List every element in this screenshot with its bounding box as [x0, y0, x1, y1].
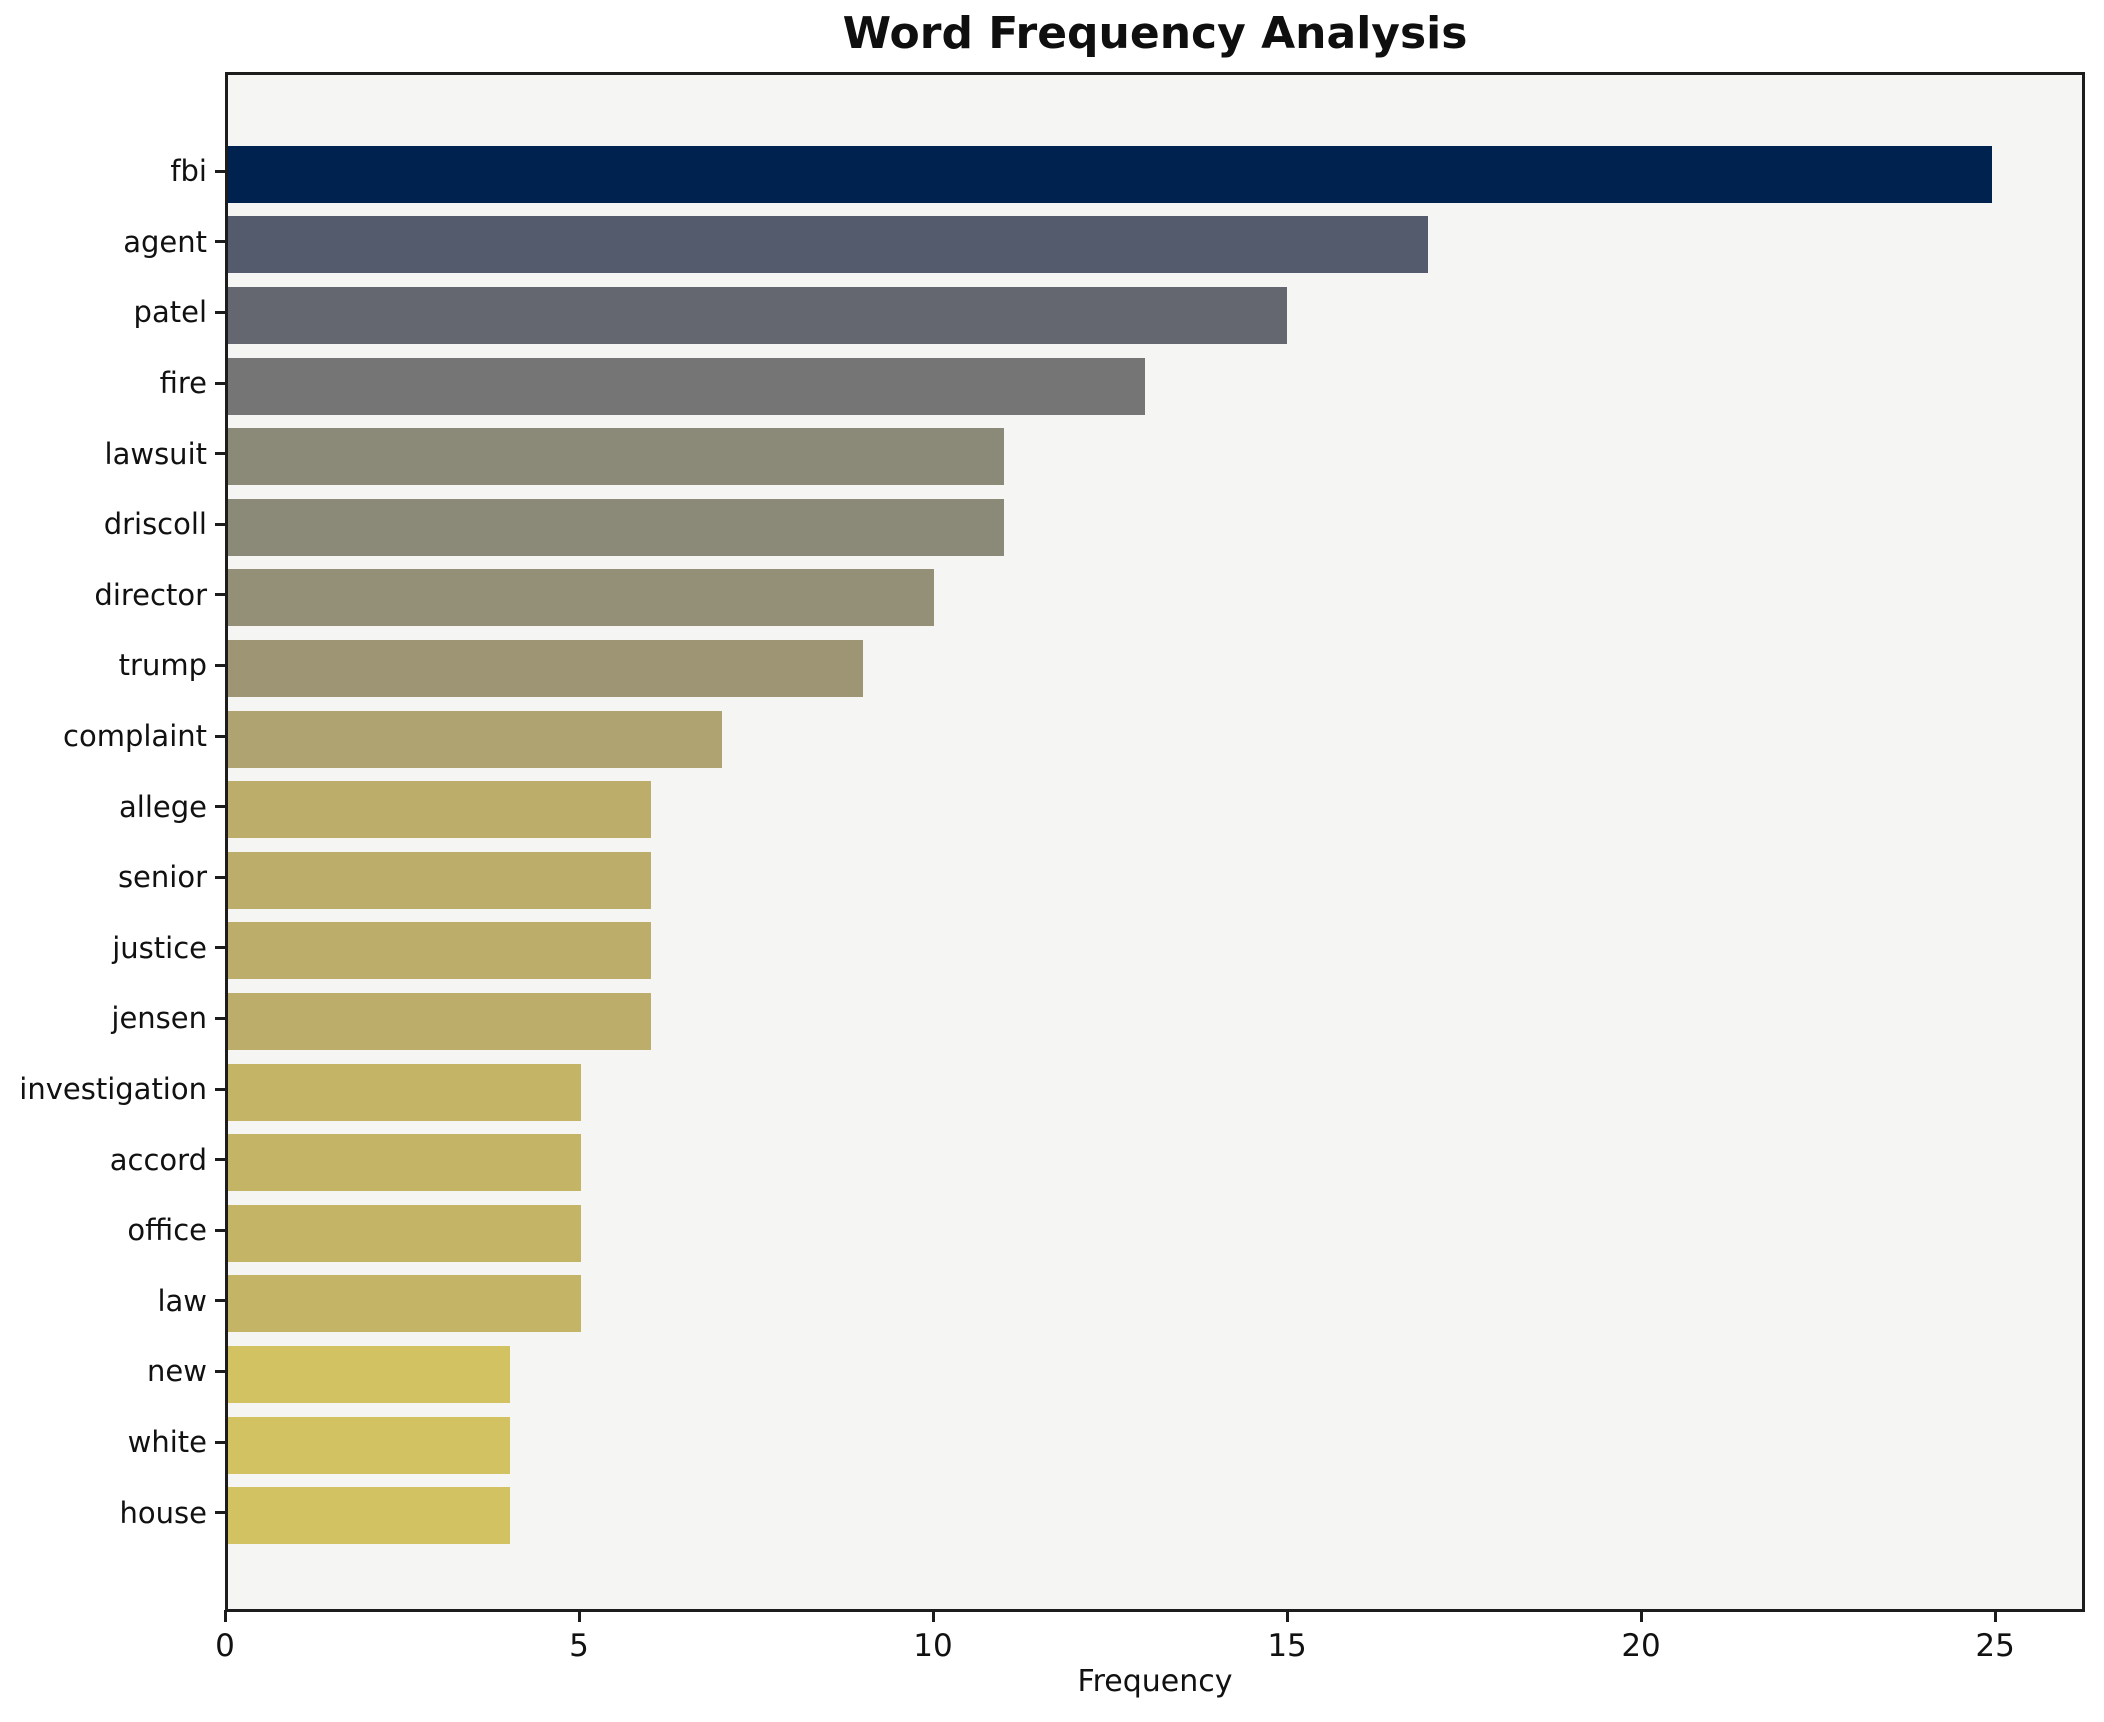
- xtick-mark-15: [1285, 1610, 1289, 1622]
- bar-trump: [228, 640, 864, 697]
- bar-complaint: [228, 710, 723, 768]
- ytick-mark-house: [215, 1511, 225, 1515]
- ytick-label-lawsuit: lawsuit: [104, 436, 207, 471]
- xtick-label-5: 5: [569, 1628, 589, 1664]
- xtick-mark-5: [577, 1610, 581, 1622]
- bar-director: [228, 569, 934, 627]
- bar-law: [228, 1275, 581, 1333]
- bar-new: [228, 1346, 511, 1403]
- xtick-label-25: 25: [1975, 1628, 2015, 1664]
- bar-fbi: [228, 145, 1993, 203]
- ytick-mark-lawsuit: [215, 452, 225, 456]
- bar-investigation: [228, 1063, 581, 1121]
- bar-office: [228, 1204, 581, 1262]
- ytick-label-law: law: [157, 1283, 207, 1318]
- ytick-label-agent: agent: [123, 224, 207, 259]
- bar-accord: [228, 1134, 581, 1192]
- bars-layer: [228, 75, 2082, 1609]
- ytick-label-allege: allege: [119, 789, 207, 824]
- plot-area: [225, 72, 2085, 1612]
- xtick-mark-20: [1639, 1610, 1643, 1622]
- bar-jensen: [228, 993, 652, 1050]
- ytick-label-office: office: [127, 1213, 207, 1248]
- bar-allege: [228, 781, 652, 839]
- ytick-mark-fire: [215, 381, 225, 385]
- ytick-label-driscoll: driscoll: [103, 507, 207, 542]
- xtick-mark-10: [931, 1610, 935, 1622]
- ytick-label-jensen: jensen: [111, 1001, 207, 1036]
- ytick-label-investigation: investigation: [19, 1072, 207, 1107]
- ytick-label-house: house: [119, 1495, 207, 1530]
- ytick-label-senior: senior: [117, 860, 207, 895]
- ytick-label-trump: trump: [118, 648, 207, 683]
- ytick-label-fire: fire: [159, 366, 207, 401]
- ytick-label-accord: accord: [109, 1142, 207, 1177]
- y-axis-tick-labels: fbi agent patel fire lawsuit driscoll director…: [0, 72, 207, 1612]
- chart-title: Word Frequency Analysis: [842, 8, 1468, 59]
- bar-patel: [228, 287, 1287, 344]
- ytick-mark-senior: [215, 875, 225, 879]
- bar-driscoll: [228, 498, 1005, 556]
- bar-justice: [228, 922, 652, 980]
- ytick-mark-agent: [215, 240, 225, 244]
- xtick-label-15: 15: [1267, 1628, 1307, 1664]
- ytick-mark-new: [215, 1370, 225, 1373]
- xtick-mark-25: [1993, 1610, 1997, 1622]
- ytick-mark-allege: [215, 805, 225, 809]
- x-axis-label: Frequency: [1077, 1664, 1233, 1699]
- ytick-mark-complaint: [215, 734, 225, 738]
- ytick-label-fbi: fbi: [170, 154, 207, 189]
- ytick-mark-director: [215, 593, 225, 597]
- ytick-mark-driscoll: [215, 522, 225, 526]
- ytick-mark-fbi: [215, 169, 225, 173]
- bar-senior: [228, 851, 652, 909]
- ytick-mark-justice: [215, 946, 225, 950]
- ytick-label-director: director: [94, 577, 207, 612]
- bar-white: [228, 1416, 511, 1474]
- xtick-mark-0: [223, 1610, 227, 1622]
- ytick-mark-law: [215, 1299, 225, 1303]
- xtick-label-0: 0: [215, 1628, 235, 1664]
- xtick-label-20: 20: [1621, 1628, 1661, 1664]
- bar-lawsuit: [228, 428, 1005, 486]
- ytick-mark-jensen: [215, 1017, 225, 1020]
- ytick-label-justice: justice: [112, 930, 207, 965]
- ytick-label-new: new: [147, 1354, 207, 1389]
- bar-house: [228, 1487, 511, 1545]
- ytick-mark-patel: [215, 311, 225, 314]
- ytick-label-complaint: complaint: [63, 719, 207, 754]
- bar-fire: [228, 357, 1146, 415]
- ytick-label-white: white: [127, 1425, 207, 1460]
- ytick-label-patel: patel: [133, 295, 207, 330]
- xtick-label-10: 10: [913, 1628, 953, 1664]
- ytick-mark-office: [215, 1228, 225, 1232]
- ytick-mark-white: [215, 1440, 225, 1444]
- ytick-mark-investigation: [215, 1087, 225, 1091]
- ytick-mark-accord: [215, 1158, 225, 1162]
- bar-agent: [228, 216, 1428, 274]
- ytick-mark-trump: [215, 664, 225, 667]
